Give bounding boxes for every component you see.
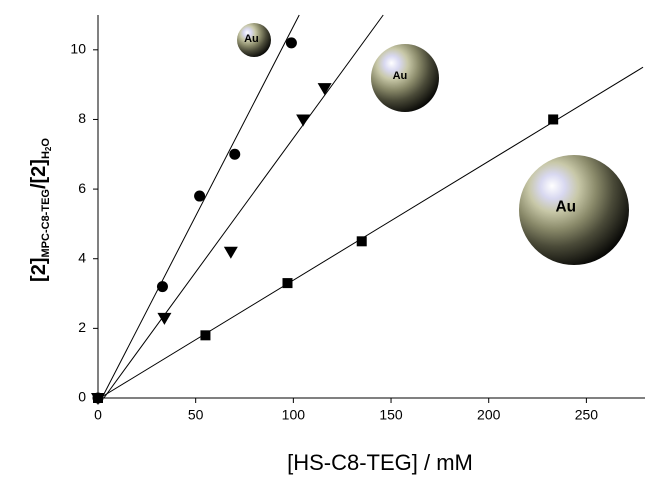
point xyxy=(93,393,103,403)
point xyxy=(229,148,241,160)
x-tick-label: 150 xyxy=(379,407,403,423)
nanoparticle xyxy=(519,155,629,265)
fit-line xyxy=(103,14,384,399)
nanoparticle xyxy=(371,44,439,112)
y-title-sub: 2 xyxy=(44,146,53,151)
x-tick-label: 0 xyxy=(94,407,102,423)
y-axis-title: [2]MPC-C8-TEG/[2]H2O xyxy=(28,138,53,282)
x-tick-label: 100 xyxy=(282,407,306,423)
point xyxy=(156,281,168,293)
point xyxy=(282,278,293,289)
fit-line xyxy=(101,14,300,399)
y-title-sub: O xyxy=(40,138,52,147)
point xyxy=(200,330,211,341)
y-tick-label: 6 xyxy=(78,180,86,196)
y-title-sub: H xyxy=(40,151,52,159)
point xyxy=(194,190,206,202)
point xyxy=(223,246,238,259)
point xyxy=(548,114,559,125)
point xyxy=(296,114,311,127)
y-tick-label: 2 xyxy=(78,319,86,335)
x-tick-label: 200 xyxy=(477,407,501,423)
y-title-part: [2] xyxy=(28,257,50,281)
y-title-sub: MPC-C8-TEG xyxy=(40,189,52,257)
y-tick-label: 0 xyxy=(78,389,86,405)
x-tick-label: 250 xyxy=(575,407,599,423)
y-tick-label: 8 xyxy=(78,110,86,126)
nanoparticle-label: Au xyxy=(555,198,576,215)
point xyxy=(285,37,297,49)
nanoparticle-label: Au xyxy=(393,70,408,82)
x-axis-title: [HS-C8-TEG] / mM xyxy=(287,450,473,475)
y-axis-title-group: [2]MPC-C8-TEG/[2]H2O xyxy=(28,138,53,282)
nanoparticle xyxy=(237,23,271,57)
x-tick-label: 50 xyxy=(188,407,204,423)
point xyxy=(157,312,172,325)
y-title-part: /[2] xyxy=(28,159,50,189)
point xyxy=(317,83,332,96)
point xyxy=(356,236,367,247)
y-tick-label: 4 xyxy=(78,249,86,265)
nanoparticle-label: Au xyxy=(244,33,259,45)
y-tick-label: 10 xyxy=(70,41,86,57)
